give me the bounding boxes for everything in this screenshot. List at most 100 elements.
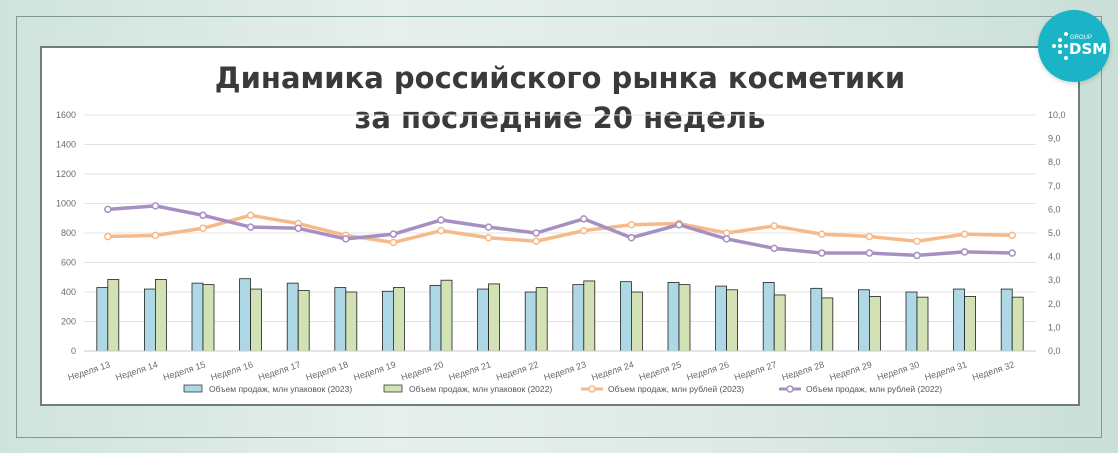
bar xyxy=(440,279,453,352)
y-left-tick-label: 0 xyxy=(71,346,76,356)
bar xyxy=(488,283,501,352)
line-point xyxy=(1008,249,1016,257)
line-point xyxy=(865,232,874,241)
x-tick-label: Неделя 24 xyxy=(590,359,635,382)
lines-layer xyxy=(104,202,1016,260)
x-tick-label: Неделя 31 xyxy=(923,359,968,382)
bar xyxy=(429,284,442,352)
line-point xyxy=(389,230,398,238)
y-right-tick-label: 2,0 xyxy=(1048,299,1061,309)
line-point xyxy=(246,223,255,231)
bar xyxy=(726,289,738,352)
line-point xyxy=(1008,231,1016,240)
line-point xyxy=(342,235,350,243)
x-tick-label: Неделя 21 xyxy=(447,359,492,382)
x-tick-label: Неделя 26 xyxy=(685,359,730,382)
line-point xyxy=(104,205,112,214)
x-tick-label: Неделя 17 xyxy=(257,359,302,382)
dsm-logo: GROUP DSM xyxy=(1038,10,1110,82)
bar xyxy=(810,287,823,352)
bar xyxy=(631,291,643,352)
bar xyxy=(96,287,109,352)
line-point xyxy=(627,220,636,229)
bar xyxy=(572,284,585,352)
line-point xyxy=(722,229,731,237)
x-tick-label: Неделя 28 xyxy=(781,359,826,382)
x-tick-label: Неделя 16 xyxy=(209,359,254,382)
line-point xyxy=(437,216,445,224)
bar xyxy=(334,287,347,352)
bar xyxy=(858,289,870,352)
line-point xyxy=(199,224,207,233)
y-right-tick-label: 9,0 xyxy=(1048,134,1061,144)
bar xyxy=(381,290,394,352)
line-point xyxy=(770,222,778,230)
bar xyxy=(202,284,215,352)
x-tick-label: Неделя 15 xyxy=(162,359,207,382)
line-point xyxy=(675,220,683,229)
bar xyxy=(869,296,881,352)
y-right-tick-label: 7,0 xyxy=(1048,181,1061,191)
line-point xyxy=(484,233,493,242)
bar xyxy=(297,290,310,352)
dsm-logo-mark: GROUP DSM xyxy=(1052,32,1107,60)
y-right-tick-label: 0,0 xyxy=(1048,346,1061,356)
outer-frame xyxy=(16,16,1102,438)
line-point xyxy=(913,251,921,260)
y-left-tick-label: 600 xyxy=(61,258,76,268)
bar xyxy=(953,288,965,352)
line-point xyxy=(580,226,588,235)
line-point xyxy=(199,211,207,220)
x-tick-label: Неделя 32 xyxy=(971,359,1016,382)
bar xyxy=(620,281,632,352)
bar xyxy=(535,287,548,352)
line-point xyxy=(151,231,160,240)
x-tick-label: Неделя 27 xyxy=(733,359,778,382)
legend-label: Объем продаж, млн рублей (2022) xyxy=(806,384,942,394)
bar xyxy=(239,278,252,352)
bar xyxy=(345,291,358,352)
bar xyxy=(762,282,775,352)
bar xyxy=(773,294,786,352)
legend-swatch xyxy=(183,384,203,393)
line-point xyxy=(104,232,112,241)
legend-label: Объем продаж, млн упаковок (2023) xyxy=(209,384,352,394)
x-tick-label: Неделя 20 xyxy=(400,359,445,382)
x-tick-label: Неделя 23 xyxy=(543,359,588,382)
bar xyxy=(250,288,263,352)
line-point xyxy=(151,202,160,210)
bar xyxy=(715,285,727,352)
line-point xyxy=(818,230,826,238)
line-point xyxy=(960,230,969,238)
line-point xyxy=(960,248,969,256)
line-point xyxy=(484,223,493,231)
bar xyxy=(905,291,918,352)
bar xyxy=(286,282,299,352)
y-right-tick-label: 5,0 xyxy=(1048,228,1061,238)
line-point xyxy=(770,244,778,253)
bar xyxy=(667,282,680,352)
x-tick-label: Неделя 19 xyxy=(352,359,397,382)
bar xyxy=(477,288,490,352)
legend-layer: Объем продаж, млн упаковок (2023) Объем п… xyxy=(183,384,942,394)
bar xyxy=(392,287,405,352)
bar xyxy=(964,296,976,352)
bar xyxy=(1011,296,1024,352)
line-point xyxy=(532,237,540,246)
line-point xyxy=(818,249,826,257)
y-right-tick-label: 10,0 xyxy=(1048,110,1066,120)
y-left-tick-label: 1200 xyxy=(56,169,76,179)
bar xyxy=(1000,288,1013,352)
logo-group-text: GROUP xyxy=(1070,35,1092,41)
line-point xyxy=(865,249,874,257)
bar xyxy=(143,288,156,352)
line-point xyxy=(389,238,398,247)
x-tick-label: Неделя 18 xyxy=(305,359,350,382)
x-tick-label: Неделя 13 xyxy=(67,359,112,382)
y-right-tick-label: 6,0 xyxy=(1048,204,1061,214)
bars-layer xyxy=(96,278,1024,352)
bar xyxy=(191,282,204,352)
page-title: Динамика российского рынка косметики за … xyxy=(40,58,1080,138)
line-point xyxy=(722,235,731,243)
